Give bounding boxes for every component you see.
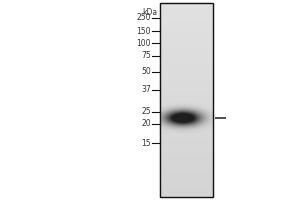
Bar — [160, 87, 213, 90]
Bar — [160, 100, 213, 103]
Bar — [160, 184, 213, 187]
Bar — [160, 139, 213, 142]
Text: 50: 50 — [141, 68, 151, 76]
Bar — [160, 148, 213, 152]
Bar — [160, 3, 213, 6]
Bar — [160, 71, 213, 74]
Bar — [160, 136, 213, 139]
Bar — [160, 74, 213, 77]
Bar — [160, 42, 213, 45]
Bar — [160, 22, 213, 26]
Bar — [160, 48, 213, 51]
Text: 150: 150 — [136, 26, 151, 36]
Bar — [160, 119, 213, 123]
Bar — [160, 106, 213, 110]
Bar — [160, 55, 213, 58]
Bar — [160, 84, 213, 87]
Text: kDa: kDa — [142, 8, 157, 17]
Bar — [160, 16, 213, 19]
Bar — [160, 45, 213, 48]
Bar — [160, 126, 213, 129]
Bar — [160, 116, 213, 119]
Bar — [160, 187, 213, 191]
Bar — [160, 77, 213, 81]
Bar — [160, 191, 213, 194]
Bar — [160, 165, 213, 168]
Bar — [160, 152, 213, 155]
Bar — [160, 64, 213, 68]
Bar — [160, 9, 213, 13]
Bar — [160, 90, 213, 94]
Bar — [160, 29, 213, 32]
Bar — [160, 51, 213, 55]
Bar — [160, 35, 213, 39]
Bar — [160, 61, 213, 64]
Bar — [160, 181, 213, 184]
Bar — [160, 68, 213, 71]
Bar — [160, 161, 213, 165]
Text: 20: 20 — [141, 119, 151, 129]
Bar — [160, 178, 213, 181]
Bar — [160, 6, 213, 9]
Bar — [160, 158, 213, 161]
Bar — [160, 103, 213, 106]
Bar — [160, 94, 213, 97]
Bar — [160, 39, 213, 42]
Bar — [160, 168, 213, 171]
Bar — [160, 32, 213, 35]
Bar — [160, 132, 213, 136]
Bar — [160, 145, 213, 148]
Bar — [160, 123, 213, 126]
Bar — [160, 142, 213, 145]
Bar — [160, 26, 213, 29]
Text: 250: 250 — [136, 14, 151, 22]
Text: 100: 100 — [136, 38, 151, 47]
Bar — [160, 97, 213, 100]
Bar — [160, 113, 213, 116]
Text: 25: 25 — [141, 108, 151, 116]
Bar — [160, 155, 213, 158]
Bar — [160, 194, 213, 197]
Bar — [160, 81, 213, 84]
Bar — [160, 19, 213, 22]
Text: 15: 15 — [141, 138, 151, 148]
Bar — [160, 58, 213, 61]
Bar — [160, 3, 213, 197]
Bar — [160, 110, 213, 113]
Bar — [160, 129, 213, 132]
Bar — [160, 171, 213, 174]
Bar — [160, 13, 213, 16]
Text: 75: 75 — [141, 51, 151, 60]
Bar — [160, 174, 213, 178]
Text: 37: 37 — [141, 86, 151, 95]
